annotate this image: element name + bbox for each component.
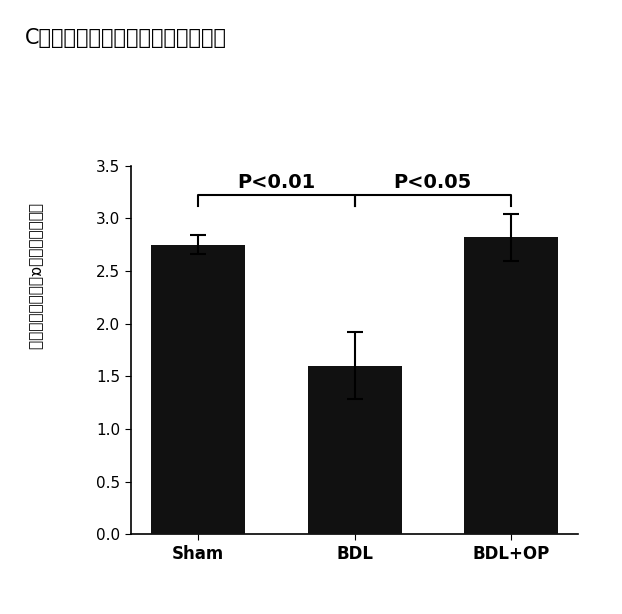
Text: ＤＤＡＨ－１／α－チューブリン比: ＤＤＡＨ－１／α－チューブリン比 — [27, 203, 42, 350]
Text: P<0.01: P<0.01 — [237, 173, 315, 192]
Text: P<0.05: P<0.05 — [394, 173, 472, 192]
Bar — [151, 245, 245, 534]
Bar — [464, 238, 558, 534]
Text: C．肝ＤＤＡＨ－１タンパク質発現: C．肝ＤＤＡＨ－１タンパク質発現 — [25, 28, 227, 48]
Bar — [307, 366, 402, 534]
